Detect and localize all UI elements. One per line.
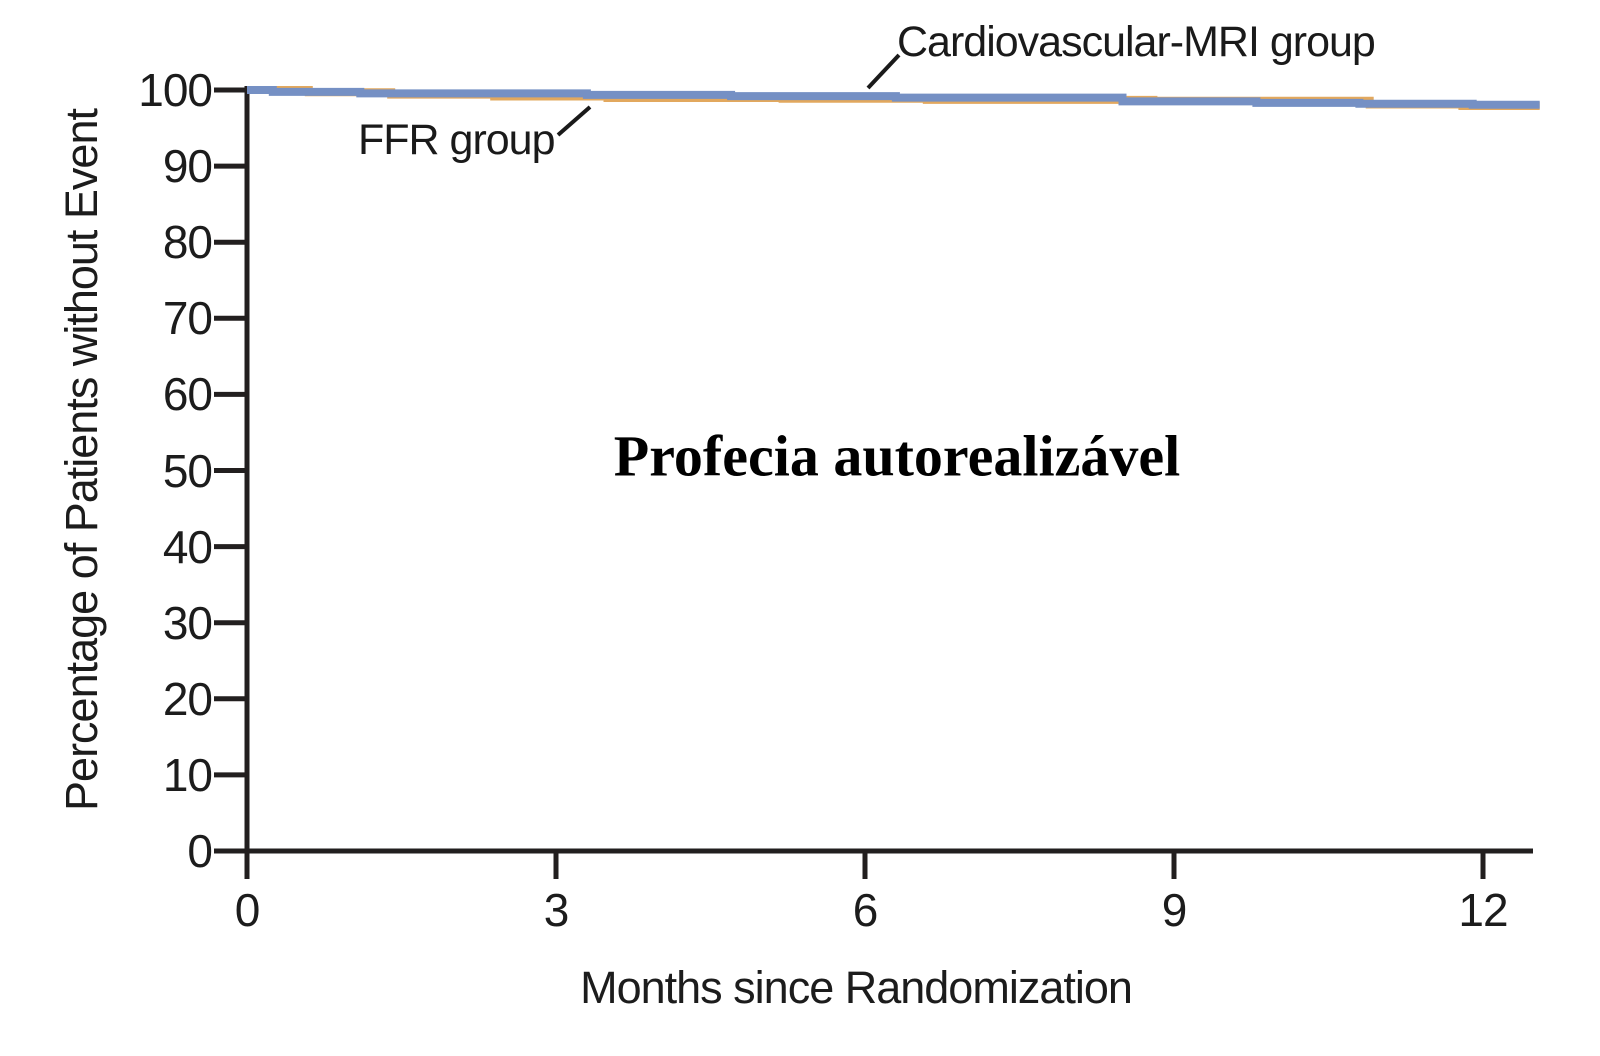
x-tick-label: 0 <box>234 884 261 936</box>
y-tick-label: 80 <box>162 216 213 269</box>
ffr-label-leader-line <box>556 105 592 137</box>
x-tick-label: 9 <box>1161 884 1188 936</box>
series-label-cardiovascular-mri-group: Cardiovascular-MRI group <box>897 18 1376 66</box>
y-axis-title: Percentage of Patients without Event <box>56 109 107 811</box>
y-tick-label: 50 <box>162 444 213 497</box>
x-tick-label: 3 <box>543 884 570 936</box>
y-tick-label: 0 <box>187 825 213 877</box>
cmr-label-leader-line <box>866 53 901 90</box>
y-tick-label: 90 <box>162 140 213 193</box>
y-tick-label: 100 <box>138 64 213 116</box>
x-tick-label: 12 <box>1458 884 1508 936</box>
series-line-cardiovascular-mri-group <box>247 86 1540 109</box>
y-tick-label: 60 <box>162 368 213 421</box>
y-tick-label: 20 <box>162 672 213 725</box>
y-tick-label: 10 <box>162 748 213 801</box>
series-label-ffr-group: FFR group <box>358 116 556 164</box>
y-tick-label: 40 <box>162 520 213 573</box>
y-tick-label: 30 <box>162 596 213 649</box>
x-axis-title: Months since Randomization <box>580 962 1133 1013</box>
overlay-annotation-text: Profecia autorealizável <box>613 423 1181 489</box>
x-tick-label: 6 <box>852 884 879 936</box>
y-tick-label: 70 <box>162 292 213 345</box>
